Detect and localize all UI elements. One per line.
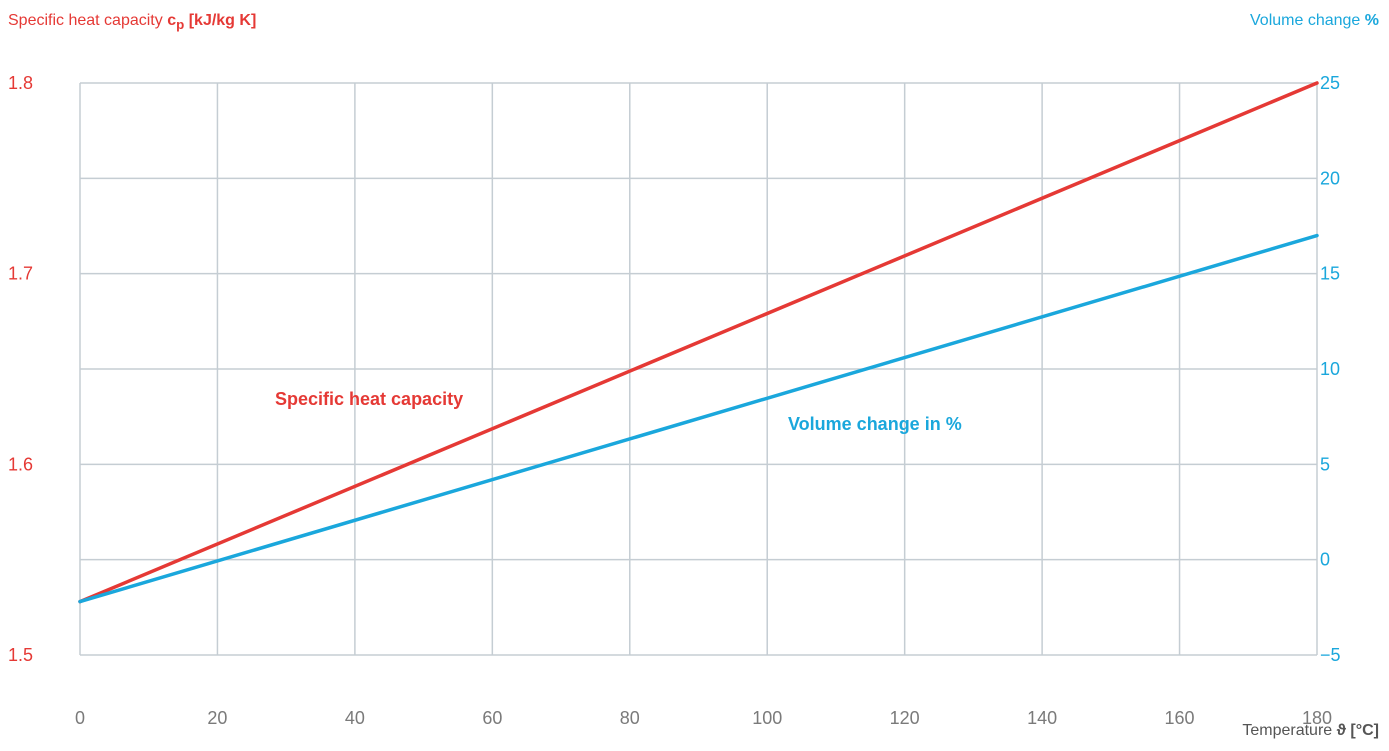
x-tick-label: 80 (620, 708, 640, 728)
x-tick-label: 140 (1027, 708, 1057, 728)
y-right-tick-label: 10 (1320, 359, 1340, 379)
series-line (78, 233, 1319, 604)
x-tick-label: 60 (482, 708, 502, 728)
y-left-tick-label: 1.5 (8, 645, 33, 665)
x-tick-label: 40 (345, 708, 365, 728)
left-axis-title-unit: [kJ/kg K] (184, 12, 257, 29)
y-right-tick-label: 20 (1320, 168, 1340, 188)
x-tick-label: 180 (1302, 708, 1332, 728)
y-left-tick-label: 1.7 (8, 264, 33, 284)
right-axis-title-prefix: Volume change (1250, 12, 1365, 29)
y-right-tick-label: 0 (1320, 550, 1330, 570)
y-right-tick-label: 25 (1320, 73, 1340, 93)
x-axis-title-symbol: ϑ (1336, 722, 1346, 739)
left-axis-title-symbol: c (167, 12, 177, 29)
series-line (78, 81, 1319, 604)
x-axis-title-prefix: Temperature (1242, 722, 1337, 739)
x-axis-title-unit: [°C] (1345, 722, 1379, 739)
x-tick-label: 0 (75, 708, 85, 728)
series-label: Specific heat capacity (275, 389, 463, 409)
left-axis-title-subscript: p (176, 17, 185, 33)
right-axis-title-unit: % (1364, 12, 1379, 29)
left-axis-title-prefix: Specific heat capacity (8, 12, 168, 29)
y-right-tick-label: 5 (1320, 454, 1330, 474)
y-left-tick-label: 1.8 (8, 73, 33, 93)
x-tick-label: 120 (890, 708, 920, 728)
x-axis-title: Temperature ϑ [°C] (1242, 722, 1379, 740)
x-tick-label: 20 (207, 708, 227, 728)
y-right-tick-label: −5 (1320, 645, 1341, 665)
left-axis-title: Specific heat capacity cp [kJ/kg K] (8, 12, 256, 32)
series-label: Volume change in % (788, 414, 962, 434)
y-left-tick-label: 1.6 (8, 454, 33, 474)
x-tick-label: 100 (752, 708, 782, 728)
y-right-tick-label: 15 (1320, 264, 1340, 284)
right-axis-title: Volume change % (1250, 12, 1379, 30)
x-tick-label: 160 (1165, 708, 1195, 728)
